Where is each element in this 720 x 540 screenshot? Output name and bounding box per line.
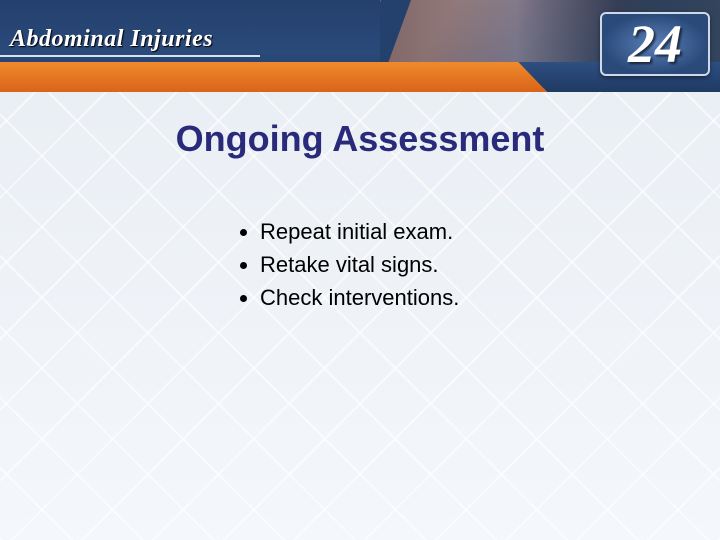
chapter-title-wrap: Abdominal Injuries (0, 26, 213, 53)
bullet-item: Retake vital signs. (260, 248, 660, 281)
chapter-title: Abdominal Injuries (0, 26, 213, 53)
bullet-item: Check interventions. (260, 281, 660, 314)
slide-title: Ongoing Assessment (60, 118, 660, 160)
chapter-number: 24 (628, 13, 682, 75)
bullet-list: Repeat initial exam. Retake vital signs.… (240, 215, 660, 314)
bullet-item: Repeat initial exam. (260, 215, 660, 248)
slide-root: Abdominal Injuries 24 Ongoing Assessment… (0, 0, 720, 540)
chapter-badge: 24 (600, 12, 710, 76)
title-underline (0, 55, 260, 57)
content-area: Ongoing Assessment Repeat initial exam. … (0, 110, 720, 314)
